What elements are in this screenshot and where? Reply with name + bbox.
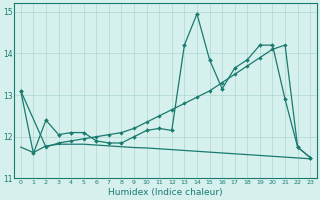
X-axis label: Humidex (Indice chaleur): Humidex (Indice chaleur) — [108, 188, 223, 197]
